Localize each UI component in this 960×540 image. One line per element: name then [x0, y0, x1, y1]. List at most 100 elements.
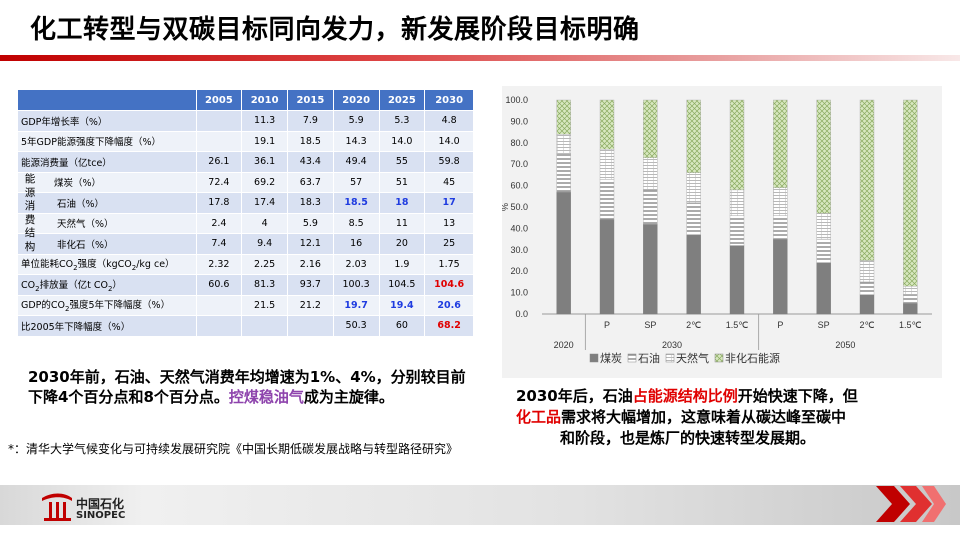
bar-segment-nonfossil: [556, 99, 571, 135]
table-cell: 7.4: [196, 233, 243, 255]
bar-segment-nonfossil: [859, 99, 875, 261]
bar-segment-coal: [729, 245, 745, 315]
table-cell: 81.3: [241, 274, 288, 296]
table-cell: 69.2: [241, 172, 288, 193]
x-tick-label: 2℃: [686, 320, 701, 330]
table-row: 5年GDP能源强度下降幅度（%） 19.1 18.5 14.3 14.0 14.…: [18, 131, 474, 152]
table-cell: 2.32: [196, 254, 243, 275]
row-label: 比2005年下降幅度（%）: [18, 315, 197, 337]
table-row: 单位能耗CO2强度（kgCO2/kg ce） 2.32 2.25 2.16 2.…: [18, 254, 474, 275]
table-row: 天然气（%） 2.4 4 5.9 8.5 11 13: [18, 213, 474, 234]
legend-label: 天然气: [676, 351, 709, 365]
table-cell: 18: [379, 192, 426, 214]
legend-label: 煤炭: [600, 352, 622, 365]
row-label: GDP的CO2强度5年下降幅度（%）: [18, 295, 197, 316]
y-tick-label: 80.0: [510, 138, 528, 148]
x-tick-label: SP: [644, 320, 656, 330]
bar-segment-oil: [816, 238, 831, 263]
table-cell: 2.03: [333, 254, 380, 275]
y-tick-label: 90.0: [510, 116, 528, 126]
table-cell: 5.3: [379, 110, 426, 132]
table-cell: 104.5: [379, 274, 426, 296]
legend-label: 非化石能源: [725, 351, 780, 365]
bar-segment-nonfossil: [686, 99, 701, 173]
table-cell: 60.6: [196, 274, 243, 296]
x-tick-label: SP: [818, 320, 830, 330]
row-label: 天然气（%）: [18, 213, 197, 234]
table-cell: 12.1: [287, 233, 334, 255]
table-row: 能源消费量（亿tce） 26.1 36.1 43.4 49.4 55 59.8: [18, 151, 474, 173]
table-cell: 49.4: [333, 151, 380, 173]
legend-swatch: [714, 353, 724, 363]
table-cell: 1.9: [379, 254, 426, 275]
table-header-row: 2005 2010 2015 2020 2025 2030: [18, 90, 474, 111]
bar-segment-coal: [643, 223, 658, 315]
table-cell: [196, 315, 243, 337]
source-citation: *：清华大学气候变化与可持续发展研究院《中国长期低碳发展战略与转型路径研究》: [8, 442, 459, 456]
table-cell: 19.4: [379, 295, 426, 316]
legend-label: 石油: [638, 351, 660, 365]
year-header: 2005: [196, 90, 243, 111]
bar-segment-nonfossil: [903, 99, 918, 287]
table-cell: [287, 315, 334, 337]
bar-segment-gas: [816, 213, 831, 240]
logo-text-cn: 中国石化: [76, 497, 125, 511]
table-cell: 17.8: [196, 192, 243, 214]
table-cell: 26.1: [196, 151, 243, 173]
bar-segment-gas: [643, 157, 658, 191]
bar-segment-oil: [859, 281, 875, 295]
title-underline: [0, 55, 960, 61]
x-tick-label: 2℃: [859, 320, 874, 330]
table-cell: 68.2: [424, 315, 474, 337]
year-header: 2020: [333, 90, 380, 111]
table-cell: 8.5: [333, 213, 380, 234]
row-label: 煤炭（%）: [54, 178, 102, 190]
group-label: 2030: [662, 340, 682, 350]
table-cell: 1.75: [424, 254, 474, 275]
table-cell: 18.3: [287, 192, 334, 214]
bar-segment-nonfossil: [729, 99, 745, 191]
table-row: CO2排放量（亿t CO2） 60.6 81.3 93.7 100.3 104.…: [18, 274, 474, 296]
bar-segment-gas: [903, 285, 918, 295]
table-cell: 100.3: [333, 274, 380, 296]
x-tick-label: 1.5℃: [726, 320, 749, 330]
table-cell: 5.9: [333, 110, 380, 132]
page-title: 化工转型与双碳目标同向发力，新发展阶段目标明确: [30, 15, 640, 45]
table-cell: 25: [424, 233, 474, 255]
energy-structure-chart: 0.0 10.0 20.0 30.0 40.0 50.0 60.0 70.0 80.0 90.0 1…: [500, 86, 942, 378]
x-tick-label: P: [604, 320, 610, 330]
table-row: 石油（%） 17.8 17.4 18.3 18.5 18 17: [18, 192, 474, 214]
table-cell: 14.0: [424, 131, 474, 152]
table-cell: 2.4: [196, 213, 243, 234]
row-label-group: 煤炭（%）: [18, 172, 197, 193]
bar-segment-oil: [729, 215, 745, 246]
table-cell: 55: [379, 151, 426, 173]
table-cell: 2.25: [241, 254, 288, 275]
y-tick-label: 20.0: [510, 266, 528, 276]
table-cell: 93.7: [287, 274, 334, 296]
sinopec-logo-icon: [42, 493, 72, 521]
table-cell: 51: [379, 172, 426, 193]
bar-segment-oil: [686, 202, 701, 236]
table-cell: 9.4: [241, 233, 288, 255]
logo-text-en: SINOPEC: [76, 510, 126, 521]
row-label: 5年GDP能源强度下降幅度（%）: [18, 131, 197, 152]
table-cell: 18.5: [287, 131, 334, 152]
y-tick-label: 70.0: [510, 159, 528, 169]
bar-segment-coal: [686, 234, 701, 315]
footer-bar: [0, 485, 960, 525]
group-label: 2050: [835, 340, 855, 350]
table-cell: 104.6: [424, 274, 474, 296]
bar-segment-gas: [859, 260, 875, 283]
y-tick-label: 30.0: [510, 245, 528, 255]
table-cell: [241, 315, 288, 337]
row-label: 石油（%）: [18, 192, 197, 214]
row-label: 能源消费量（亿tce）: [18, 151, 197, 173]
table-cell: [196, 131, 243, 152]
bar-segment-oil: [643, 189, 658, 225]
table-cell: 20.6: [424, 295, 474, 316]
row-label: CO2排放量（亿t CO2）: [18, 274, 197, 296]
table-cell: 11.3: [241, 110, 288, 132]
bar-segment-coal: [773, 238, 788, 315]
table-cell: 18.5: [333, 192, 380, 214]
